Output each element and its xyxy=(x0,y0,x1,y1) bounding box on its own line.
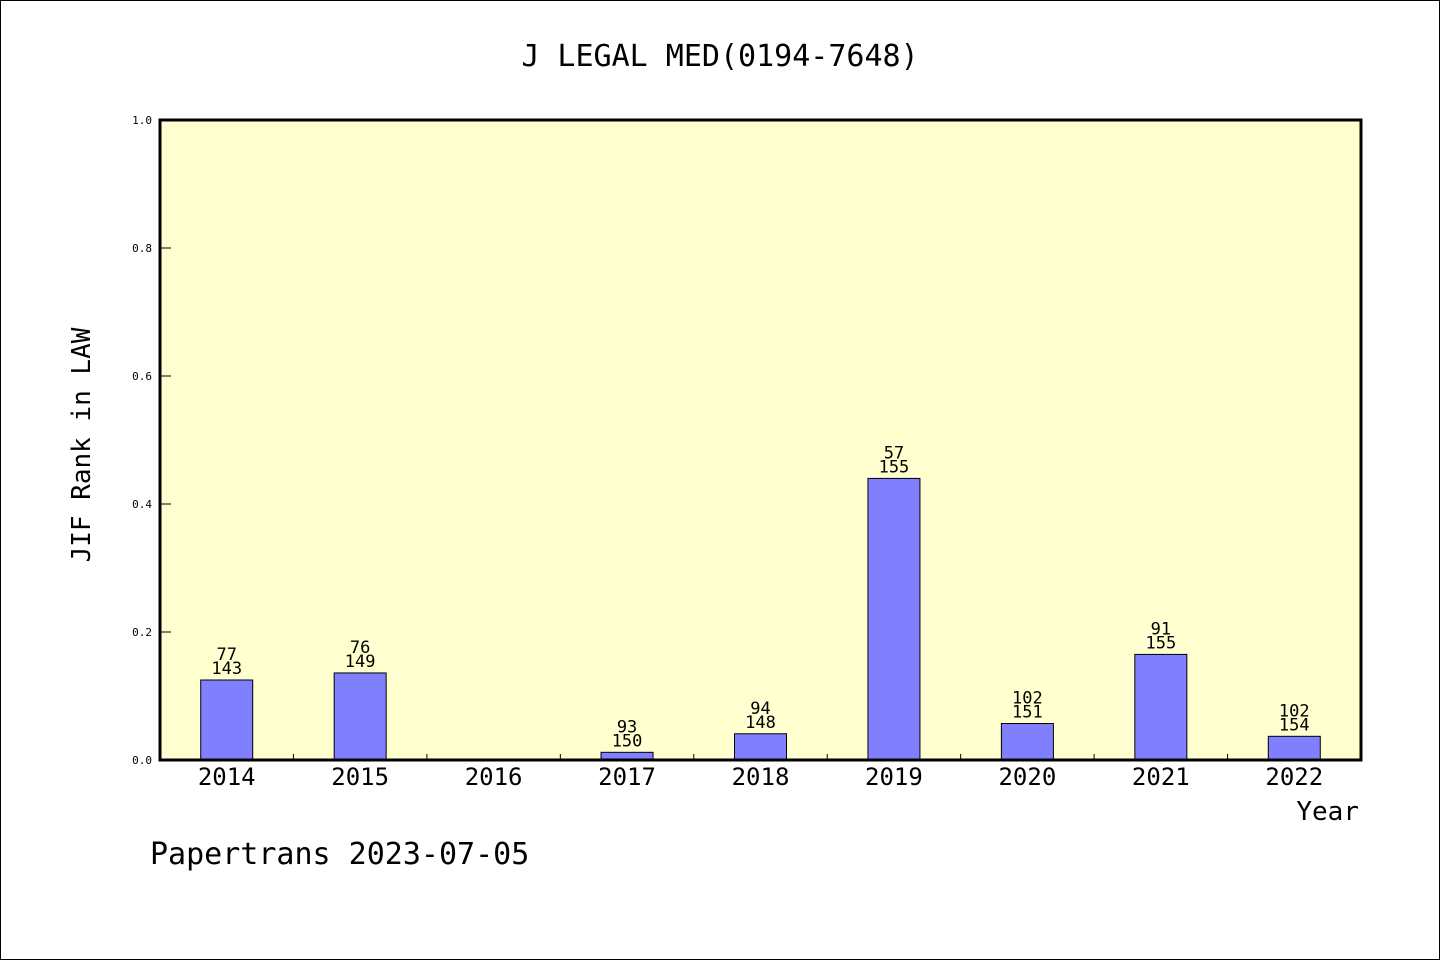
bar-2021 xyxy=(1134,653,1188,761)
bar-rank-label: 76 xyxy=(350,638,370,658)
bar-total-label: 143 xyxy=(211,659,242,679)
chart-title: J LEGAL MED(0194-7648) xyxy=(521,39,918,74)
bar-2014 xyxy=(200,679,254,761)
x-tick-label: 2014 xyxy=(198,763,256,791)
bar-2022 xyxy=(1267,735,1321,761)
bar-total-label: 148 xyxy=(745,713,776,733)
bar-total-label: 155 xyxy=(879,457,910,477)
bar-2019 xyxy=(867,477,921,761)
bar-rank-label: 57 xyxy=(884,443,904,463)
bar-rank-label: 77 xyxy=(216,645,236,665)
bar-total-label: 155 xyxy=(1145,633,1176,653)
plot-area xyxy=(160,120,1361,760)
x-tick-label: 2017 xyxy=(598,763,656,791)
bar-2020 xyxy=(1000,723,1054,761)
x-tick-label: 2015 xyxy=(331,763,389,791)
x-tick-label: 2019 xyxy=(865,763,923,791)
y-tick-label: 0.2 xyxy=(132,626,152,639)
plot-border xyxy=(158,118,1363,762)
y-tick-label: 0.6 xyxy=(132,370,152,383)
bar-rank-label: 91 xyxy=(1151,619,1171,639)
x-axis-label: Year xyxy=(1296,797,1359,827)
bar-labels-layer: 7714376149931509414857155102151911551021… xyxy=(211,443,1309,751)
bar-total-label: 151 xyxy=(1012,703,1043,723)
bars-layer xyxy=(200,477,1321,761)
bar-total-label: 150 xyxy=(612,731,643,751)
bar-rank-label: 94 xyxy=(750,699,770,719)
y-axis-ticks: 0.0 0.2 0.4 0.6 0.8 1.0 xyxy=(132,114,171,767)
bar-2018 xyxy=(734,733,787,761)
x-tick-label: 2021 xyxy=(1132,763,1190,791)
bar-rank-label: 102 xyxy=(1279,701,1310,721)
x-tick-label: 2020 xyxy=(998,763,1056,791)
bar-total-label: 154 xyxy=(1279,715,1310,735)
y-tick-label: 0.0 xyxy=(132,754,152,767)
y-tick-label: 0.4 xyxy=(132,498,152,511)
x-tick-label: 2018 xyxy=(732,763,790,791)
y-axis-label: JIF Rank in LAW xyxy=(67,327,97,562)
footer-text: Papertrans 2023-07-05 xyxy=(150,837,529,872)
x-tick-label: 2022 xyxy=(1265,763,1323,791)
bar-rank-label: 102 xyxy=(1012,689,1043,709)
y-tick-label: 0.8 xyxy=(132,242,152,255)
bar-rank-label: 93 xyxy=(617,717,637,737)
bar-total-label: 149 xyxy=(345,652,376,672)
y-tick-label: 1.0 xyxy=(132,114,152,127)
x-tick-label: 2016 xyxy=(465,763,523,791)
bar-2015 xyxy=(333,672,387,761)
x-axis-ticks: 2014 2015 2016 2017 2018 2019 2020 2021 2022 xyxy=(198,754,1323,791)
